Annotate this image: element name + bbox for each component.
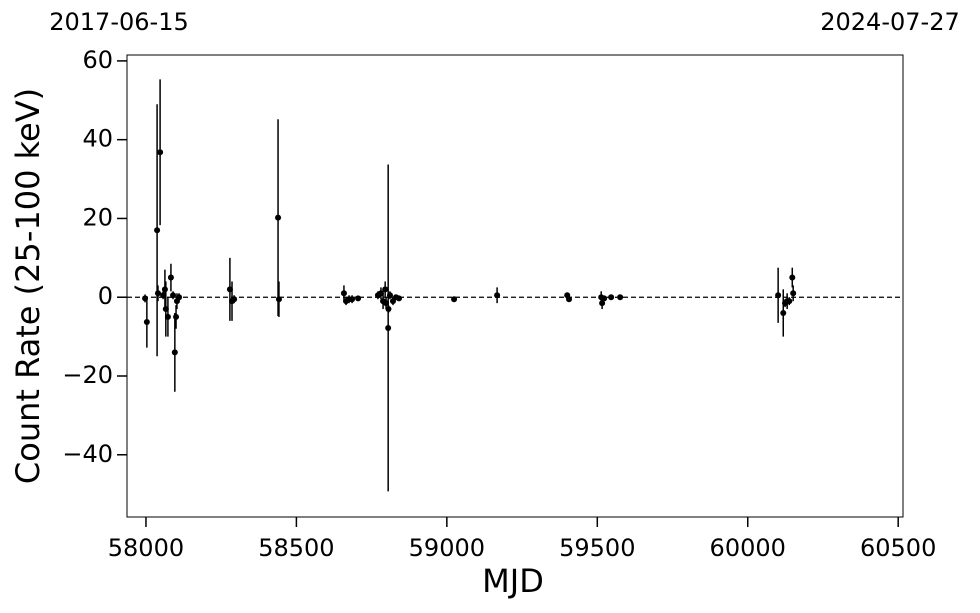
- plot-frame: [126, 54, 904, 518]
- y-tick-label: 0: [98, 282, 113, 310]
- point: [385, 306, 392, 313]
- point: [786, 298, 793, 305]
- point: [154, 290, 161, 297]
- point: [173, 313, 180, 320]
- point: [451, 296, 458, 303]
- point: [170, 292, 177, 299]
- point: [599, 300, 606, 307]
- point: [143, 319, 150, 326]
- y-tick-label: 60: [82, 46, 113, 74]
- point: [231, 296, 238, 303]
- point: [349, 296, 356, 303]
- x-axis-label: MJD: [482, 562, 544, 600]
- point: [780, 309, 787, 316]
- point: [167, 274, 174, 281]
- point: [608, 294, 615, 301]
- point: [154, 227, 161, 234]
- point: [775, 292, 782, 299]
- top-right-label: 2024-07-27: [820, 8, 959, 36]
- point: [161, 286, 168, 293]
- y-tick-label: 20: [82, 203, 113, 231]
- point: [157, 149, 164, 156]
- point: [396, 295, 403, 302]
- point: [789, 274, 796, 281]
- y-tick-label: −20: [62, 361, 113, 389]
- point: [275, 296, 282, 303]
- point: [164, 313, 171, 320]
- top-left-label: 2017-06-15: [49, 8, 188, 36]
- point: [275, 214, 282, 221]
- point: [176, 294, 183, 301]
- y-tick-label: −40: [62, 440, 113, 468]
- point: [340, 290, 347, 297]
- point: [617, 294, 624, 301]
- x-tick-label: 58000: [108, 534, 184, 562]
- point: [601, 295, 608, 302]
- point: [385, 324, 392, 331]
- point: [355, 295, 362, 302]
- point: [494, 292, 501, 299]
- y-tick-label: 40: [82, 125, 113, 153]
- x-tick-label: 59000: [409, 534, 485, 562]
- point: [382, 286, 389, 293]
- y-axis-label: Count Rate (25-100 keV): [9, 88, 47, 484]
- x-tick-label: 58500: [258, 534, 334, 562]
- point: [386, 292, 393, 299]
- x-tick-label: 60000: [710, 534, 786, 562]
- point: [171, 349, 178, 356]
- x-tick-label: 60500: [860, 534, 936, 562]
- point: [566, 296, 573, 303]
- x-tick-label: 59500: [559, 534, 635, 562]
- point: [790, 290, 797, 297]
